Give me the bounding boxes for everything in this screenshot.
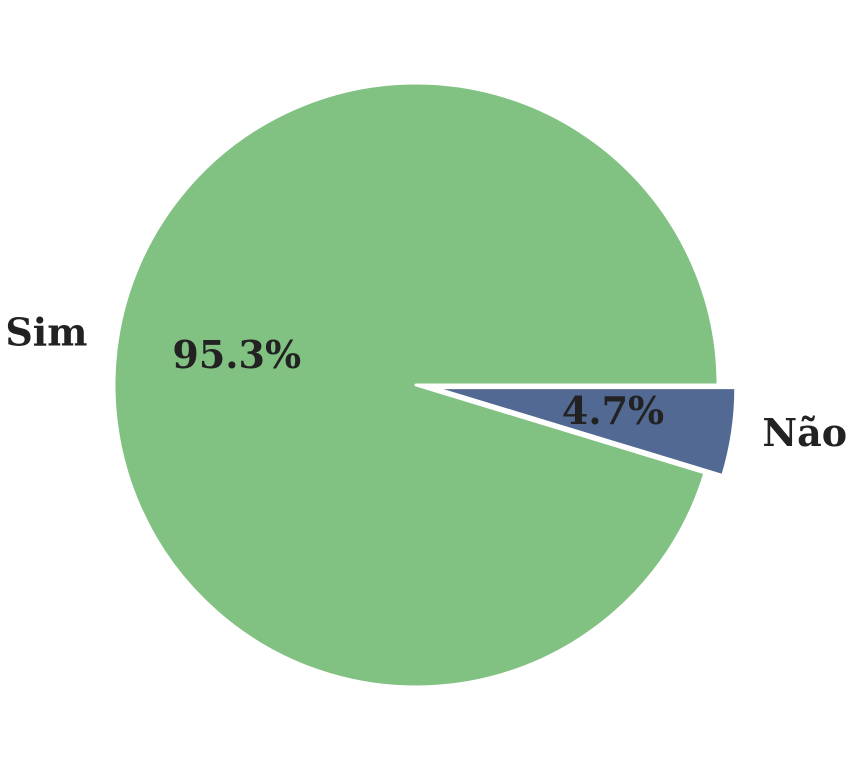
pie-category-label-não: Não [762, 410, 847, 455]
pie-labels: 95.3% Sim 4.7% Não [5, 310, 847, 455]
pie-value-label-não: 4.7% [562, 388, 664, 433]
pie-slice-não [432, 386, 738, 478]
pie-slices [112, 81, 738, 689]
pie-value-label-sim: 95.3% [172, 332, 301, 377]
pie-slice-sim [112, 81, 720, 689]
pie-category-label-sim: Sim [5, 310, 87, 355]
